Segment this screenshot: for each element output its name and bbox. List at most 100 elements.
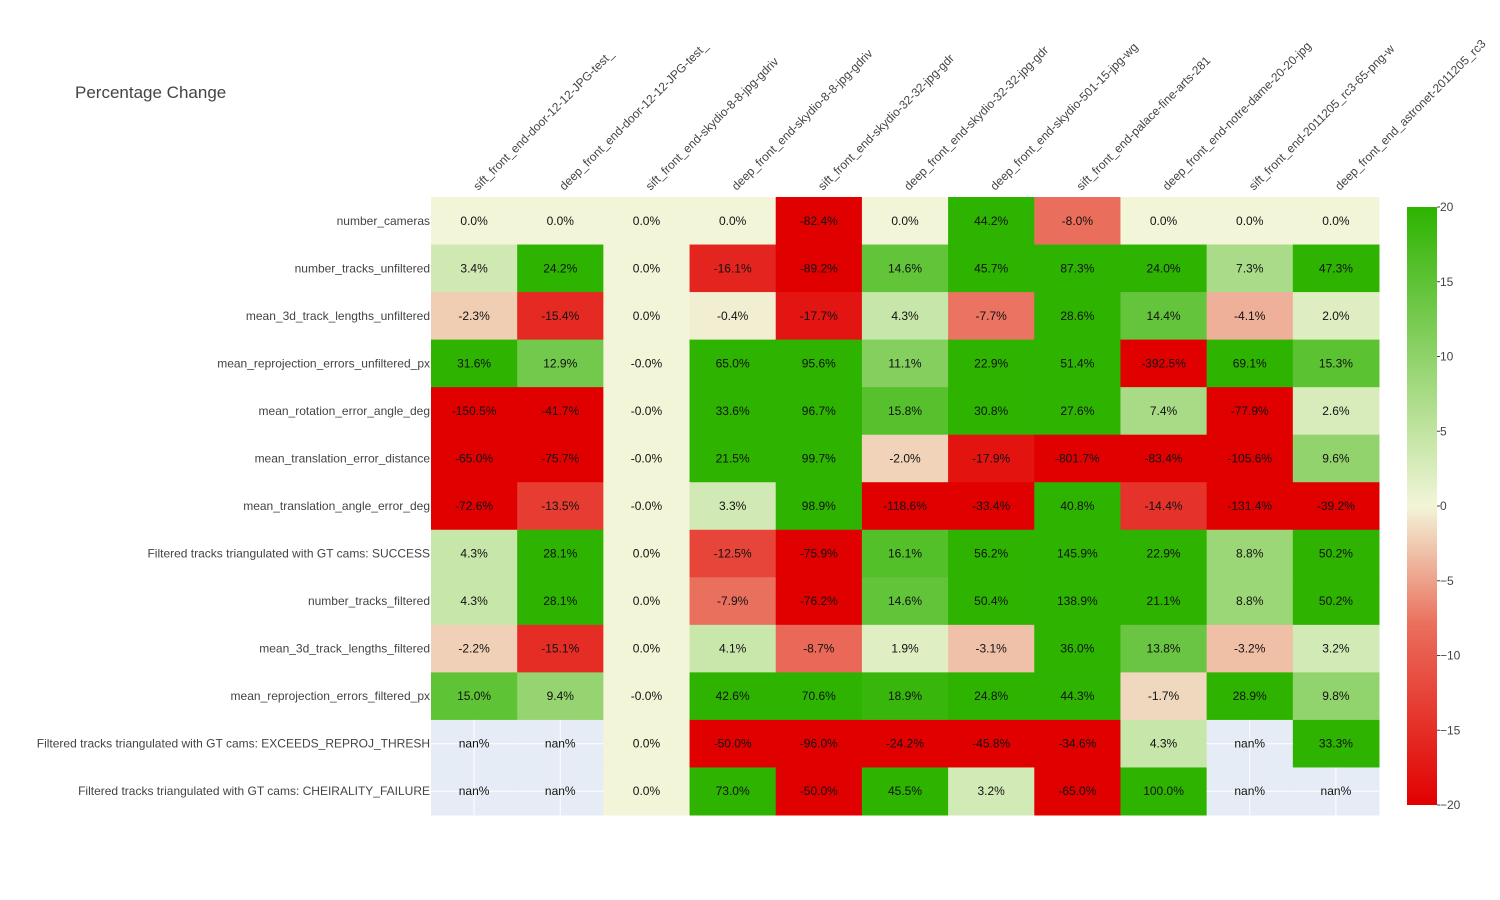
heatmap-cell: [603, 577, 691, 626]
heatmap-cell: [775, 244, 863, 293]
heatmap-cell: [603, 767, 691, 816]
cell-value-label: 0.0%: [719, 214, 747, 228]
heatmap-cell: [603, 434, 691, 483]
cell-value-label: -2.2%: [458, 642, 490, 656]
colorbar-bar: [1407, 207, 1437, 805]
cell-value-label: 4.3%: [1150, 737, 1178, 751]
cell-value-label: -45.8%: [972, 737, 1010, 751]
heatmap-cell: [948, 529, 1035, 578]
row-label: Filtered tracks triangulated with GT cam…: [147, 547, 430, 561]
cell-value-label: -3.1%: [976, 642, 1008, 656]
heatmap-cell: [517, 624, 604, 673]
heatmap-cell: [861, 387, 949, 436]
heatmap-cell: [861, 292, 949, 341]
heatmap-cell: [689, 672, 777, 721]
heatmap-cell: [1206, 434, 1294, 483]
heatmap-cell: [431, 244, 518, 293]
cell-value-label: 31.6%: [457, 356, 491, 370]
cell-value-label: 4.3%: [891, 309, 919, 323]
cell-value-label: 2.0%: [1322, 309, 1350, 323]
cell-value-label: -33.4%: [972, 499, 1010, 513]
cell-value-label: -131.4%: [1227, 499, 1272, 513]
heatmap-cell: [431, 624, 518, 673]
cell-value-label: 40.8%: [1060, 499, 1094, 513]
cell-value-label: -0.0%: [631, 356, 663, 370]
cell-value-label: 50.2%: [1319, 547, 1353, 561]
cell-value-label: 2.6%: [1322, 404, 1350, 418]
row-label: number_cameras: [337, 214, 430, 228]
colorbar-tick-label: 0: [1440, 499, 1447, 513]
heatmap-cell: [1034, 529, 1121, 578]
heatmap-cell: [948, 482, 1035, 531]
heatmap-cell: [861, 719, 949, 768]
column-label: sift_front_end-door-12-12-JPG-test_: [470, 47, 616, 193]
cell-value-label: 0.0%: [633, 309, 661, 323]
heatmap-cell: [1034, 387, 1121, 436]
heatmap-cell: [948, 292, 1035, 341]
heatmap-cell: [775, 624, 863, 673]
row-label: mean_reprojection_errors_unfiltered_px: [217, 356, 430, 370]
cell-value-label: 24.0%: [1147, 261, 1181, 275]
heatmap-cell: [1120, 434, 1208, 483]
cell-value-label: 0.0%: [1236, 214, 1264, 228]
cell-value-label: 0.0%: [633, 737, 661, 751]
row-label: mean_translation_angle_error_deg: [243, 499, 430, 513]
column-label: sift_front_end-palace-fine-arts-281: [1074, 53, 1214, 193]
colorbar-tick-label: 5: [1440, 424, 1447, 438]
heatmap-cell: [1292, 482, 1380, 531]
cell-value-label: -65.0%: [1058, 784, 1096, 798]
column-label: deep_front_end-notre-dame-20-20-jpg: [1160, 39, 1314, 193]
cell-value-label: -15.1%: [541, 642, 579, 656]
cell-value-label: -8.0%: [1062, 214, 1094, 228]
heatmap-cell: [1120, 529, 1208, 578]
cell-value-label: 73.0%: [716, 784, 750, 798]
heatmap-cell: [689, 244, 777, 293]
heatmap-cell: [948, 197, 1035, 246]
column-labels: sift_front_end-door-12-12-JPG-test_ deep_…: [470, 36, 1489, 193]
heatmap-cell: [603, 292, 691, 341]
colorbar-tick-label: −20: [1440, 798, 1461, 812]
heatmap-cell: [1034, 482, 1121, 531]
cell-value-label: 0.0%: [633, 547, 661, 561]
heatmap-cell: [948, 672, 1035, 721]
cell-value-label: 7.3%: [1236, 261, 1264, 275]
colorbar-tick-label: −5: [1440, 574, 1454, 588]
row-labels: number_cameras number_tracks_unfilteredme…: [37, 214, 431, 798]
cell-value-label: 100.0%: [1143, 784, 1184, 798]
cell-value-label: 4.3%: [460, 594, 488, 608]
cell-value-label: 7.4%: [1150, 404, 1178, 418]
cell-value-label: -13.5%: [541, 499, 579, 513]
heatmap-cell: [1120, 339, 1208, 388]
heatmap-cell: [1292, 624, 1380, 673]
heatmap-cell: [1292, 244, 1380, 293]
heatmap-cell: [517, 244, 604, 293]
row-label: number_tracks_filtered: [308, 594, 430, 608]
heatmap-cell: [689, 434, 777, 483]
cell-value-label: 96.7%: [802, 404, 836, 418]
heatmap-cell: [689, 719, 777, 768]
heatmap-cell: [689, 624, 777, 673]
cell-value-label: 87.3%: [1060, 261, 1094, 275]
cell-value-label: -17.9%: [972, 451, 1010, 465]
heatmap-cell: [775, 434, 863, 483]
cell-value-label: nan%: [545, 784, 576, 798]
heatmap-cell: [1034, 339, 1121, 388]
heatmap-cell: [1034, 577, 1121, 626]
heatmap-cell: [861, 767, 949, 816]
heatmap-cell: [1206, 482, 1294, 531]
heatmap-cell: [431, 577, 518, 626]
cell-value-label: 145.9%: [1057, 547, 1098, 561]
cell-value-label: 15.3%: [1319, 356, 1353, 370]
heatmap-cell: [431, 672, 518, 721]
heatmap-cell: [861, 339, 949, 388]
heatmap-cell: [603, 672, 691, 721]
row-label: Filtered tracks triangulated with GT cam…: [37, 737, 430, 751]
cell-value-label: 69.1%: [1233, 356, 1267, 370]
cell-value-label: 33.6%: [716, 404, 750, 418]
column-label: deep_front_end-skydio-501-15-jpg-wg: [987, 40, 1140, 193]
colorbar-tick-label: 10: [1440, 350, 1454, 364]
cell-value-label: 21.1%: [1147, 594, 1181, 608]
cell-value-label: -1.7%: [1148, 689, 1180, 703]
heatmap-cell: [775, 292, 863, 341]
cell-value-label: 44.3%: [1060, 689, 1094, 703]
